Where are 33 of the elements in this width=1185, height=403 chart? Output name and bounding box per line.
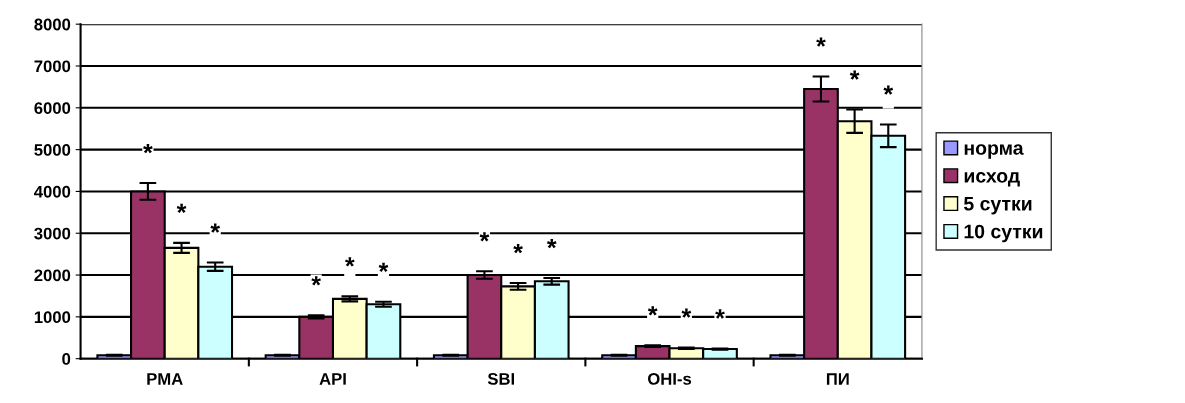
y-tick-label: 4000 xyxy=(34,185,71,198)
data-label: * xyxy=(345,257,355,267)
data-label: * xyxy=(513,243,523,254)
data-label: * xyxy=(143,144,153,154)
y-tick-label: 5000 xyxy=(34,144,71,156)
data-label: * xyxy=(849,70,860,80)
legend-label: исход xyxy=(964,172,1020,187)
y-tick-label: 0 xyxy=(62,353,71,365)
y-tick-label: 8000 xyxy=(34,18,71,31)
y-tick-label: 7000 xyxy=(34,60,71,73)
legend-label: норма xyxy=(964,144,1024,159)
data-label: * xyxy=(681,308,692,318)
data-label: * xyxy=(546,238,557,249)
legend-label: 5 сутки xyxy=(964,197,1032,215)
x-tick-label: OHI-s xyxy=(647,373,692,385)
x-tick-label: API xyxy=(319,373,346,385)
data-label: * xyxy=(176,203,187,214)
data-label: * xyxy=(311,276,321,286)
data-label: * xyxy=(816,37,826,47)
y-tick-label: 3000 xyxy=(34,227,71,240)
data-label: * xyxy=(647,306,658,316)
data-label: * xyxy=(210,223,221,233)
y-tick-label: 2000 xyxy=(34,269,71,282)
x-tick-label: PMA xyxy=(147,373,183,385)
y-tick-label: 6000 xyxy=(34,102,71,115)
legend-label: 10 сутки xyxy=(964,224,1043,243)
data-label: * xyxy=(715,309,725,319)
y-tick-label: 1000 xyxy=(34,311,71,324)
x-tick-label: SBI xyxy=(487,373,515,385)
data-label: * xyxy=(479,232,490,242)
data-label: * xyxy=(883,85,894,95)
data-label: * xyxy=(378,262,389,273)
x-tick-label: ПИ xyxy=(826,373,849,385)
